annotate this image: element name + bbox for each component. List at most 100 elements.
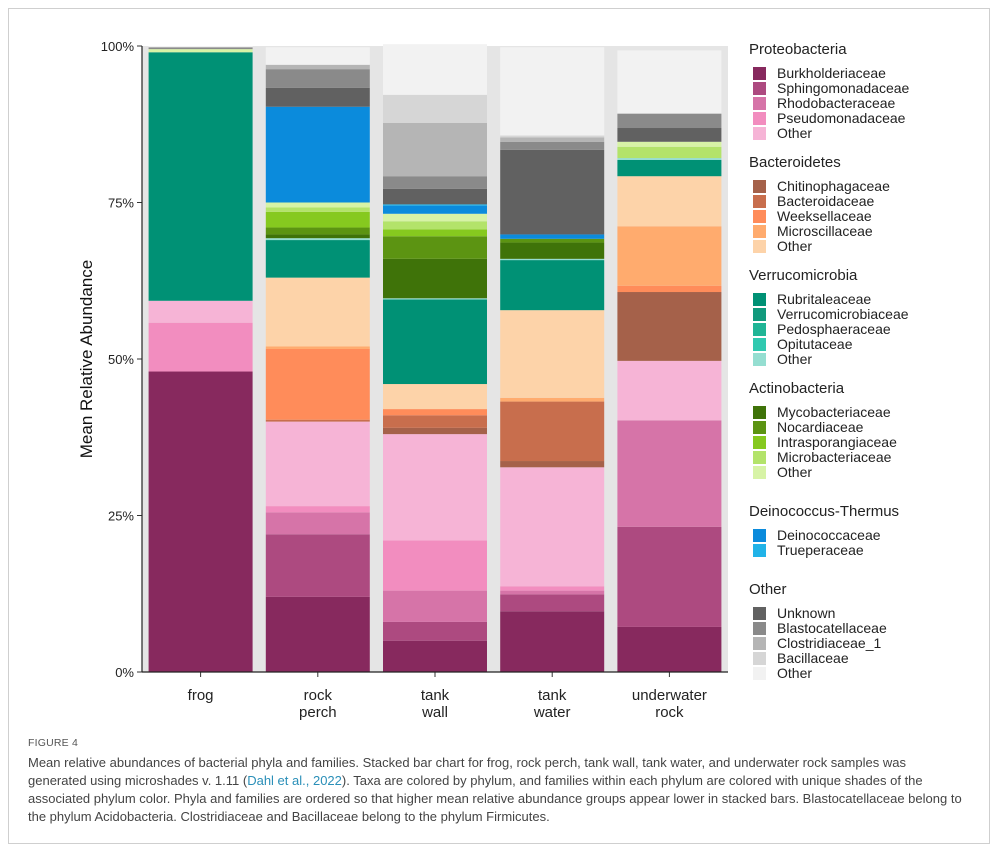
legend-item: Pedosphaeraceae — [753, 322, 988, 337]
bar-segment-weeksellaceae — [617, 285, 722, 293]
bar-segment-weeksellaceae — [265, 348, 370, 420]
bar-segment-proteobacteria-other — [265, 421, 370, 507]
legend-label: Chitinophagaceae — [777, 178, 890, 194]
legend-label: Other — [777, 125, 813, 141]
bar-segment-rhodobacteraceae — [383, 590, 487, 622]
bar-segment-bacteroidaceae — [265, 419, 370, 422]
bar-segment-verrucomicrobia-other — [617, 158, 722, 160]
bar-segment-other — [500, 47, 605, 136]
y-tick-label: 25% — [108, 509, 134, 524]
bar-segment-microscillaceae — [617, 226, 722, 286]
legend-group-title: Verrucomicrobia — [749, 267, 858, 284]
x-tick-label: tank — [421, 687, 450, 704]
bar-segment-proteobacteria-other — [617, 360, 722, 421]
bar-segment-microbacteriaceae — [383, 221, 487, 230]
bar-segment-bacillaceae — [383, 94, 487, 123]
bar-segment-rubritaleaceae — [617, 159, 722, 177]
legend-label: Deinococcaceae — [777, 527, 881, 543]
legend-swatch — [753, 308, 766, 321]
bar-segment-microscillaceae — [265, 346, 370, 349]
legend-swatch — [753, 67, 766, 80]
bar-segment-sphingomonadaceae — [265, 534, 370, 597]
bar-segment-blastocatellaceae — [265, 69, 370, 88]
bar-segment-rubritaleaceae — [383, 299, 487, 385]
legend-group: Proteobacteria Burkholderiaceae Sphingomon… — [748, 42, 988, 141]
legend-swatch — [753, 451, 766, 464]
legend-label: Microbacteriaceae — [777, 449, 892, 465]
bar-segment-clostridiaceae-1 — [265, 64, 370, 70]
legend-group-title: Bacteroidetes — [749, 154, 841, 171]
legend-swatch — [753, 637, 766, 650]
bar-segment-pseudomonadaceae — [500, 586, 605, 591]
legend-swatch — [753, 195, 766, 208]
legend-label: Blastocatellaceae — [777, 620, 887, 636]
bar-segment-rubritaleaceae — [500, 260, 605, 311]
legend-label: Nocardiaceae — [777, 419, 864, 435]
caption-text: Mean relative abundances of bacterial ph… — [28, 754, 968, 826]
legend-swatch — [753, 436, 766, 449]
legend-label: Mycobacteriaceae — [777, 404, 891, 420]
x-tick-label: water — [533, 704, 571, 721]
legend-group: Actinobacteria Mycobacteriaceae Nocardiace… — [748, 381, 988, 480]
legend-item: Sphingomonadaceae — [753, 81, 988, 96]
x-tick-label: wall — [421, 704, 448, 721]
legend-label: Microscillaceae — [777, 223, 873, 239]
legend-item: Other — [753, 465, 988, 480]
bar-segment-weeksellaceae — [383, 409, 487, 416]
bar-segment-burkholderiaceae — [265, 596, 370, 672]
legend-swatch — [753, 82, 766, 95]
bar-segment-rhodobacteraceae — [500, 590, 605, 595]
bar-segment-microbacteriaceae — [265, 207, 370, 212]
legend-item: Pseudomonadaceae — [753, 111, 988, 126]
x-tick-label: perch — [299, 704, 337, 721]
bar-segment-deinococcaceae — [383, 205, 487, 214]
bar-segment-burkholderiaceae — [617, 626, 722, 672]
bar-segment-burkholderiaceae — [383, 640, 487, 672]
bar-segment-chitinophagaceae — [617, 292, 722, 361]
bar-segment-intrasporangiaceae — [383, 229, 487, 237]
bar-segment-intrasporangiaceae — [265, 211, 370, 228]
citation-link[interactable]: Dahl et al., 2022 — [247, 773, 342, 788]
x-tick-label: underwater — [632, 687, 707, 704]
legend-swatch — [753, 180, 766, 193]
bar-segment-unknown — [383, 188, 487, 205]
legend-item: Intrasporangiaceae — [753, 435, 988, 450]
legend-label: Other — [777, 351, 813, 367]
bar-segment-nocardiaceae — [500, 238, 605, 243]
figure-caption: FIGURE 4 Mean relative abundances of bac… — [28, 734, 968, 826]
legend-label: Intrasporangiaceae — [777, 434, 897, 450]
legend-group-title: Proteobacteria — [749, 41, 847, 58]
bar-segment-actinobacteria-other — [265, 202, 370, 208]
legend-label: Other — [777, 665, 813, 681]
bar-segment-pseudomonadaceae — [265, 506, 370, 513]
bar-segment-microscillaceae — [500, 397, 605, 402]
y-tick-label: 100% — [101, 39, 135, 54]
stacked-bar-chart: frog rockperchtankwalltankwaterunderwater… — [77, 39, 728, 721]
legend-item: Verrucomicrobiaceae — [753, 307, 988, 322]
legend-swatch — [753, 607, 766, 620]
legend-swatch — [753, 323, 766, 336]
legend-item: Trueperaceae — [753, 543, 988, 558]
legend-group-title: Deinococcus-Thermus — [749, 503, 900, 520]
bar-segment-chitinophagaceae — [383, 427, 487, 435]
legend-swatch — [753, 529, 766, 542]
bar-segment-actinobacteria-other — [617, 141, 722, 147]
legend-item: Burkholderiaceae — [753, 66, 988, 81]
bar-segment-rhodobacteraceae — [617, 420, 722, 527]
legend-item: Unknown — [753, 606, 988, 621]
legend-swatch — [753, 622, 766, 635]
bar-segment-bacteroidaceae — [500, 401, 605, 462]
y-tick-label: 75% — [108, 196, 134, 211]
bar-segment-unknown — [500, 149, 605, 235]
legend-label: Rhodobacteraceae — [777, 95, 896, 111]
bar-segment-actinobacteria-other — [383, 213, 487, 222]
bar-segment-blastocatellaceae — [617, 113, 722, 129]
bar-segment-microbacteriaceae — [617, 146, 722, 159]
caption-text-before: Mean relative abundances of bacterial ph… — [28, 755, 906, 788]
legend-group: Deinococcus-Thermus Deinococcaceae Trueper… — [748, 504, 988, 558]
bar-segment-blastocatellaceae — [148, 47, 253, 50]
bar-segment-blastocatellaceae — [500, 141, 605, 150]
legend-label: Pedosphaeraceae — [777, 321, 891, 337]
legend-item: Mycobacteriaceae — [753, 405, 988, 420]
bar-segment-proteobacteria-other — [148, 300, 253, 323]
